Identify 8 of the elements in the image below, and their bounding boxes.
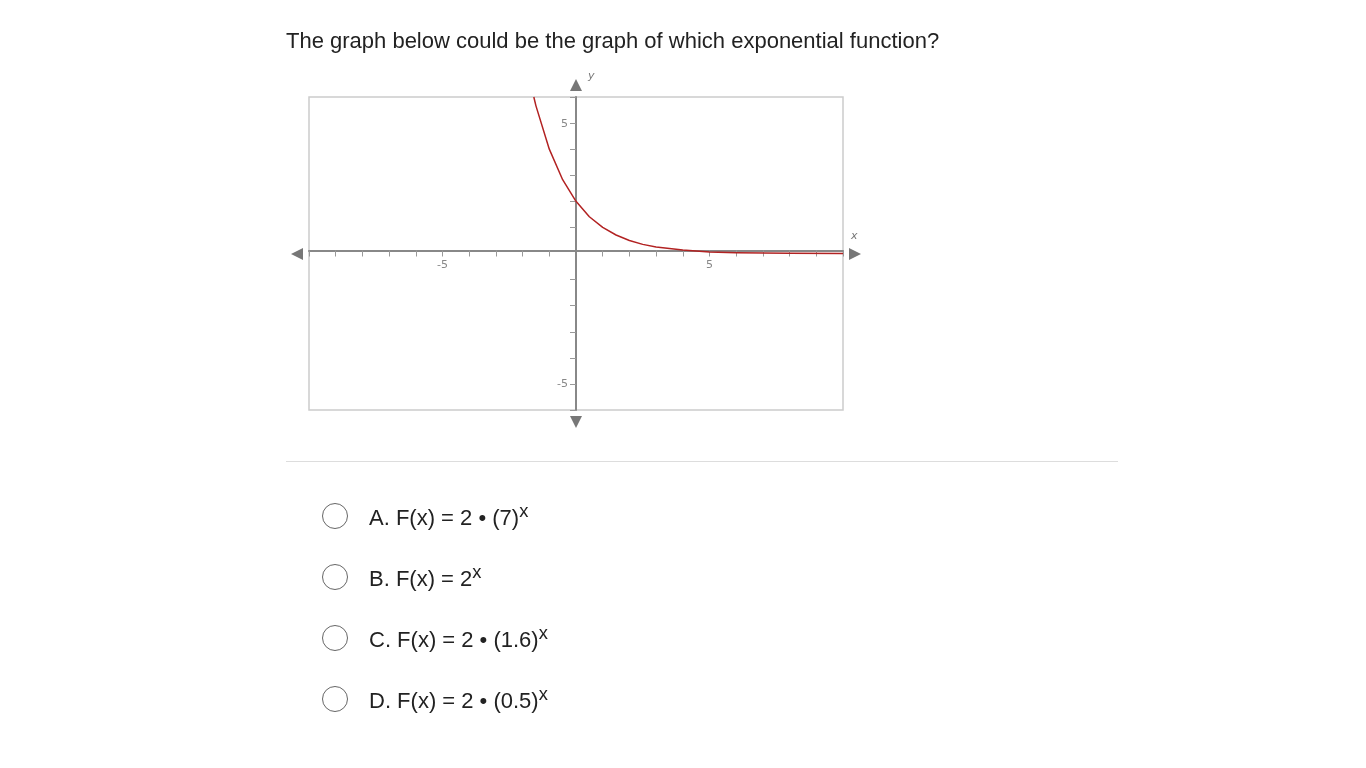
x-axis-title: x: [850, 228, 858, 242]
text: D. F(x) = 2 • (0.5)$^{x}$: [369, 683, 548, 715]
chart-title: The graph below could be the graph of which exponential function?: [286, 28, 940, 54]
text: C. F(x) = 2 • (1.6)$^{x}$: [369, 622, 548, 654]
y-axis-title: y: [587, 69, 595, 82]
text: A. F(x) = 2 • (7)$^{x}$: [369, 500, 529, 532]
line-series: [533, 96, 844, 255]
text: B. F(x) = 2$^{x}$: [369, 561, 482, 593]
